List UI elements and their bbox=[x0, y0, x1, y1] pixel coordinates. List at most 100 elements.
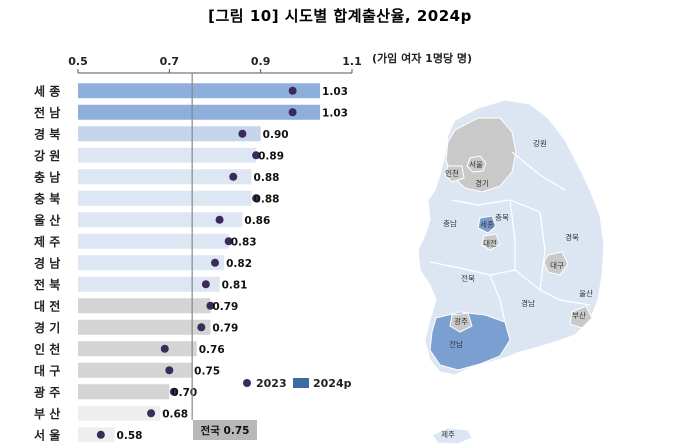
map-region-label: 세종 bbox=[480, 220, 494, 229]
map-region-seoul bbox=[466, 155, 487, 173]
row-label: 충 북 bbox=[34, 191, 60, 206]
row-label: 경 북 bbox=[34, 127, 60, 141]
map-region-label: 부산 bbox=[572, 310, 586, 320]
dot-2023 bbox=[215, 215, 224, 224]
dot-2023 bbox=[252, 194, 261, 203]
bar bbox=[78, 341, 197, 357]
row-label: 부 산 bbox=[34, 406, 60, 421]
row-label: 전 남 bbox=[34, 105, 60, 120]
map-region-label: 대구 bbox=[550, 261, 564, 270]
x-tick-label: 0.9 bbox=[251, 55, 271, 68]
value-label: 0.82 bbox=[226, 258, 252, 270]
bar bbox=[78, 319, 211, 335]
dot-2023 bbox=[288, 86, 297, 95]
value-label: 1.03 bbox=[322, 107, 348, 119]
legend-label-2023: 2023 bbox=[256, 377, 287, 390]
value-label: 1.03 bbox=[322, 86, 348, 98]
map-region-label: 광주 bbox=[454, 316, 468, 326]
dot-2023 bbox=[224, 237, 233, 246]
value-label: 0.68 bbox=[162, 408, 188, 420]
value-label: 0.88 bbox=[254, 193, 280, 205]
map-region-label: 충북 bbox=[495, 213, 509, 222]
chart-title: [그림 10] 시도별 합계출산율, 2024p bbox=[208, 7, 472, 25]
value-labels: 1.03 1.03 0.90 0.89 0.88 0.88 0.86 0.83 0.82 0.81… bbox=[117, 86, 348, 442]
legend-label-2024p: 2024p bbox=[313, 377, 352, 390]
bar bbox=[78, 104, 321, 120]
legend-swatch-2024p bbox=[293, 378, 309, 388]
value-label: 0.90 bbox=[263, 129, 289, 141]
x-tick-label: 1.1 bbox=[342, 55, 362, 68]
map-region-label: 대전 bbox=[483, 238, 497, 248]
dot-2023 bbox=[229, 172, 238, 181]
bar bbox=[78, 384, 170, 400]
x-tick-label: 0.7 bbox=[160, 55, 180, 68]
map-region-gwangju bbox=[449, 312, 473, 333]
row-label: 강 원 bbox=[34, 149, 60, 163]
bar bbox=[78, 169, 252, 185]
bar bbox=[78, 190, 252, 206]
value-label: 0.88 bbox=[254, 172, 280, 184]
bar bbox=[78, 427, 115, 443]
map-region-label: 경북 bbox=[565, 232, 579, 242]
map-region-incheon bbox=[444, 165, 465, 183]
row-label: 경 기 bbox=[34, 320, 60, 335]
row-label: 대 구 bbox=[34, 364, 60, 378]
row-label: 인 천 bbox=[34, 341, 60, 356]
map-region-busan bbox=[569, 305, 593, 329]
row-label: 경 남 bbox=[34, 255, 60, 270]
dot-2023 bbox=[147, 409, 156, 418]
legend: 2023 2024p bbox=[243, 377, 352, 390]
bar bbox=[78, 233, 229, 249]
map-region-label: 전북 bbox=[461, 273, 475, 283]
bar bbox=[78, 212, 243, 228]
dot-2023 bbox=[169, 387, 178, 396]
row-label: 충 남 bbox=[34, 169, 60, 184]
national-label-box bbox=[193, 420, 257, 440]
map-region-label: 서울 bbox=[469, 160, 483, 169]
dots-layer bbox=[96, 86, 297, 439]
unit-label: (가임 여자 1명당 명) bbox=[372, 51, 472, 65]
value-label: 0.81 bbox=[222, 279, 248, 291]
value-label: 0.83 bbox=[231, 236, 257, 248]
dot-2023 bbox=[96, 430, 105, 439]
dot-2023 bbox=[238, 129, 247, 138]
map-region-label: 전남 bbox=[449, 339, 463, 349]
legend-dot-2023 bbox=[243, 379, 251, 387]
dot-2023 bbox=[197, 323, 206, 332]
dot-2023 bbox=[201, 280, 210, 289]
row-label: 울 산 bbox=[34, 212, 60, 227]
dot-2023 bbox=[160, 344, 169, 353]
value-label: 0.76 bbox=[199, 344, 225, 356]
bar bbox=[78, 147, 257, 163]
row-label: 서 울 bbox=[34, 427, 60, 442]
map-region-label: 강원 bbox=[533, 138, 547, 148]
dot-2023 bbox=[211, 258, 219, 267]
row-labels: 세 종전 남경 북강 원충 남충 북울 산제 주경 남전 북대 전경 기인 천대… bbox=[34, 83, 60, 442]
map-region-sejong bbox=[477, 215, 497, 234]
bar bbox=[78, 298, 211, 314]
row-label: 광 주 bbox=[34, 384, 60, 399]
row-label: 대 전 bbox=[34, 298, 60, 313]
bar bbox=[78, 255, 225, 271]
value-label: 0.58 bbox=[117, 430, 143, 442]
bar bbox=[78, 276, 220, 292]
map-region-daejeon bbox=[481, 233, 501, 251]
value-label: 0.89 bbox=[258, 150, 284, 162]
bars-layer bbox=[78, 83, 321, 443]
value-label: 0.79 bbox=[212, 301, 238, 313]
x-tick-label: 0.5 bbox=[68, 55, 88, 68]
map-region-label: 경기 bbox=[475, 178, 489, 188]
bar bbox=[78, 83, 321, 99]
dot-2023 bbox=[206, 301, 215, 310]
map-region-jeju bbox=[431, 427, 473, 445]
value-label: 0.70 bbox=[171, 387, 197, 399]
row-label: 전 북 bbox=[34, 277, 60, 292]
bar bbox=[78, 126, 261, 142]
map-region-label: 울산 bbox=[579, 288, 593, 298]
row-label: 제 주 bbox=[34, 235, 60, 249]
map-region-label: 인천 bbox=[445, 168, 459, 178]
dot-2023 bbox=[252, 151, 261, 160]
